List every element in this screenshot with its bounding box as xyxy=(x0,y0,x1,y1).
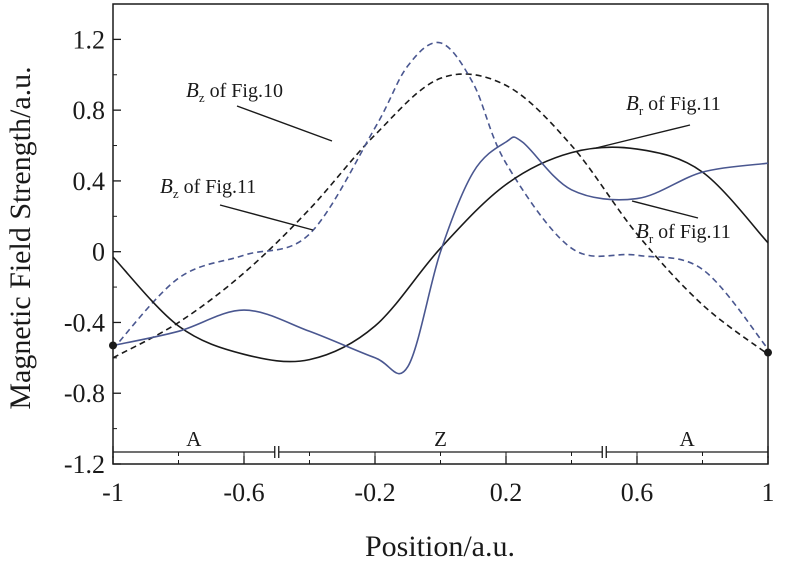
x-tick-label: -0.2 xyxy=(354,478,395,507)
x-tick-label: -0.6 xyxy=(223,478,264,507)
y-tick-label: -0.4 xyxy=(64,308,105,337)
annotation-leader xyxy=(219,204,314,231)
region-label: A xyxy=(186,427,202,451)
annotation-leader xyxy=(631,200,699,219)
series-line-2 xyxy=(112,41,769,350)
annotation-leader xyxy=(236,105,333,142)
annotation-label: Bz of Fig.10 xyxy=(186,78,283,105)
y-tick-label: 0 xyxy=(92,238,105,267)
series-lines xyxy=(109,41,772,375)
tick-marks xyxy=(112,38,769,465)
annotation-text: of Fig.11 xyxy=(653,221,731,243)
annotation-symbol: B xyxy=(186,78,199,102)
y-tick-label: -1.2 xyxy=(64,450,105,479)
y-tick-label: -0.8 xyxy=(64,379,105,408)
annotation-text: of Fig.10 xyxy=(205,80,283,102)
annotation-leader xyxy=(595,124,691,149)
annotation-symbol: B xyxy=(636,219,649,243)
annotation-leaders xyxy=(219,105,699,231)
annotation-symbol: B xyxy=(626,91,639,115)
x-tick-label: 1 xyxy=(762,478,775,507)
x-tick-label: -1 xyxy=(102,478,124,507)
region-label: Z xyxy=(434,427,447,451)
series-line-3 xyxy=(112,146,769,363)
series-line-4 xyxy=(112,136,769,375)
annotation-symbol: B xyxy=(160,174,173,198)
annotation-label: Bz of Fig.11 xyxy=(160,174,256,201)
region-label: A xyxy=(680,427,696,451)
x-tick-label: 0.6 xyxy=(621,478,654,507)
tick-labels: -1 -0.6 -0.2 0.2 0.6 1 -1.2 -0.8 -0.4 0 0.4 0.8 1.2 xyxy=(64,25,775,507)
annotation-text: of Fig.11 xyxy=(643,93,721,115)
endpoint-marker xyxy=(109,341,117,350)
endpoint-marker xyxy=(764,348,772,357)
series-line-1 xyxy=(112,73,769,359)
annotation-text: of Fig.11 xyxy=(179,176,257,198)
y-tick-label: 1.2 xyxy=(73,25,106,54)
annotation-subscript: r xyxy=(639,103,644,118)
x-tick-label: 0.2 xyxy=(490,478,523,507)
annotation-subscript: z xyxy=(173,186,179,201)
annotation-subscript: z xyxy=(199,90,205,105)
y-axis-title: Magnetic Field Strength/a.u. xyxy=(4,66,37,409)
annotation-label: Br of Fig.11 xyxy=(626,91,721,118)
x-axis-title: Position/a.u. xyxy=(365,530,515,563)
y-tick-label: 0.8 xyxy=(73,96,106,125)
annotation-label: Br of Fig.11 xyxy=(636,219,731,246)
y-tick-label: 0.4 xyxy=(73,167,106,196)
annotation-subscript: r xyxy=(649,231,654,246)
